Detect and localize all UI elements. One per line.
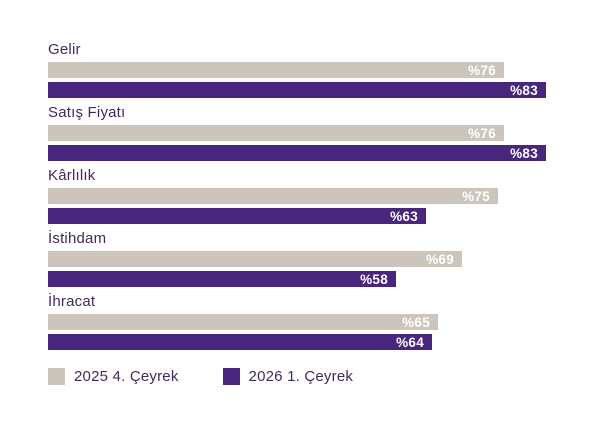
bar-series-2: %83: [48, 82, 546, 98]
legend-label-2025-4-ceyrek: 2025 4. Çeyrek: [74, 368, 179, 385]
chart-row: Satış Fiyatı %76 %83: [48, 105, 600, 161]
legend-label-2026-1-ceyrek: 2026 1. Çeyrek: [248, 368, 354, 385]
bar-value-label: %58: [360, 271, 388, 287]
bar-value-label: %83: [510, 82, 538, 98]
chart-row: Gelir %76 %83: [48, 42, 600, 98]
bar-value-label: %76: [468, 125, 496, 141]
chart-row: Kârlılık %75 %63: [48, 168, 600, 224]
bar-series-2: %83: [48, 145, 546, 161]
category-label: İstihdam: [48, 230, 107, 247]
bar-chart: Gelir %76 %83 Satış Fiyatı %76 %83 Kârlılık %75…: [48, 42, 600, 385]
category-label: Gelir: [48, 41, 81, 58]
category-label: Kârlılık: [48, 167, 96, 184]
bar-series-2: %63: [48, 208, 426, 224]
bar-value-label: %69: [426, 251, 454, 267]
legend-item-2025-4-ceyrek: 2025 4. Çeyrek: [48, 368, 179, 385]
bar-series-1: %65: [48, 314, 438, 330]
legend: 2025 4. Çeyrek 2026 1. Çeyrek: [48, 368, 600, 385]
bar-series-2: %64: [48, 334, 432, 350]
bar-value-label: %63: [390, 208, 418, 224]
chart-rows: Gelir %76 %83 Satış Fiyatı %76 %83 Kârlılık %75…: [48, 42, 600, 350]
category-label: İhracat: [48, 293, 96, 310]
bar-series-1: %76: [48, 125, 504, 141]
bar-series-1: %75: [48, 188, 498, 204]
bar-value-label: %83: [510, 145, 538, 161]
bar-value-label: %65: [402, 314, 430, 330]
bar-series-1: %76: [48, 62, 504, 78]
legend-swatch-2026-1-ceyrek: [222, 368, 240, 385]
chart-row: İstihdam %69 %58: [48, 231, 600, 287]
bar-series-2: %58: [48, 271, 396, 287]
chart-row: İhracat %65 %64: [48, 294, 600, 350]
bar-value-label: %64: [396, 334, 424, 350]
bar-series-1: %69: [48, 251, 462, 267]
bar-value-label: %76: [468, 62, 496, 78]
category-label: Satış Fiyatı: [48, 104, 126, 121]
legend-swatch-2025-4-ceyrek: [48, 368, 65, 385]
bar-value-label: %75: [462, 188, 490, 204]
legend-item-2026-1-ceyrek: 2026 1. Çeyrek: [222, 368, 354, 385]
